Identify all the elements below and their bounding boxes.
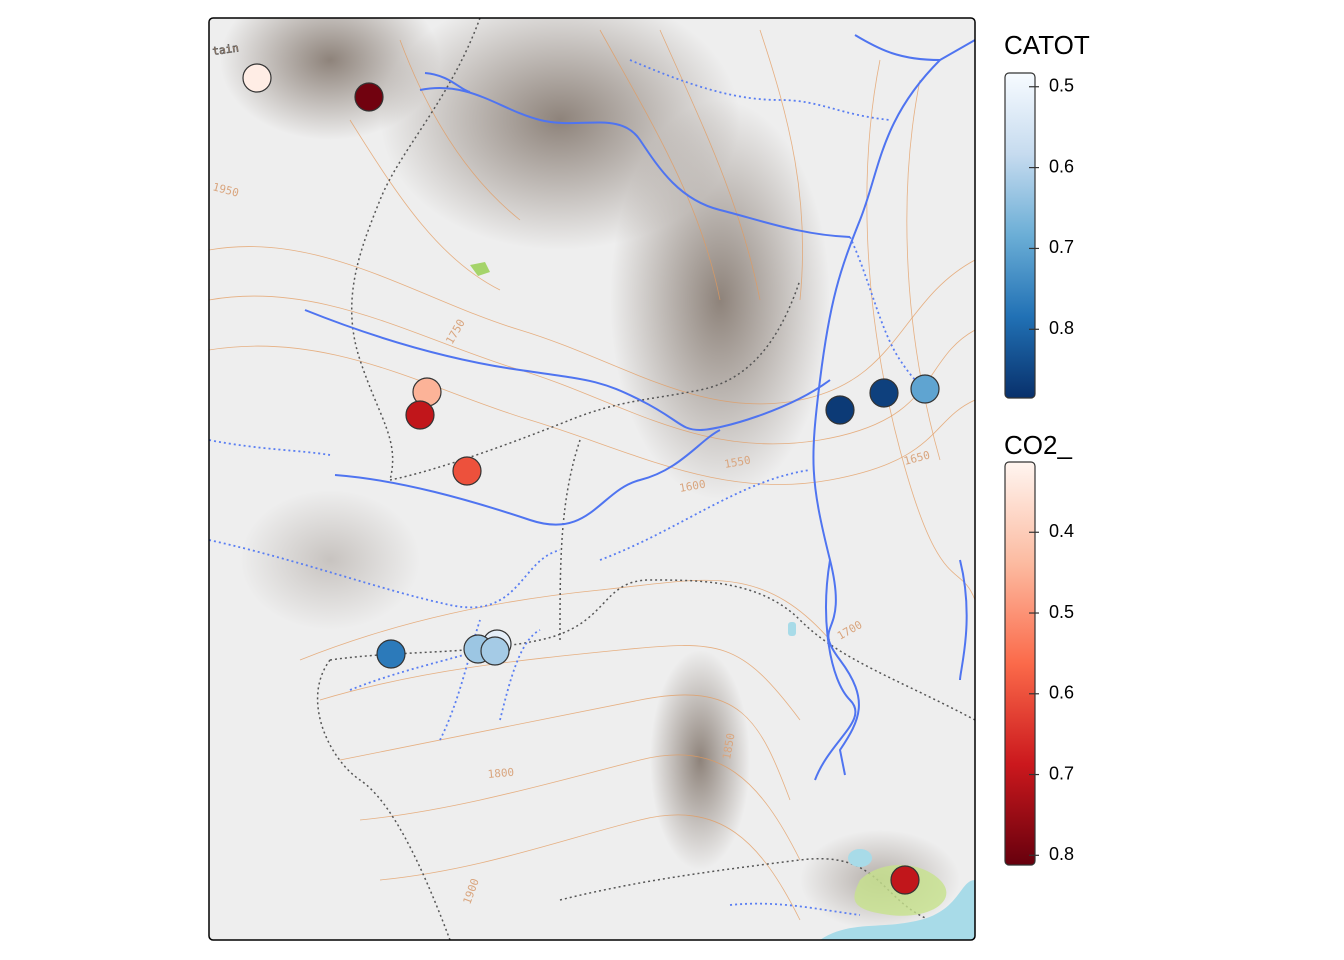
- co2-point: [354, 82, 384, 112]
- contour-label: 1850: [720, 732, 737, 760]
- hillshade: [220, 18, 440, 140]
- colorbar-tick-label: 0.5: [1049, 602, 1074, 622]
- legend-title: CATOT: [1004, 30, 1090, 60]
- lake: [820, 880, 975, 940]
- catot-point: [869, 378, 899, 408]
- colorbar-tick-label: 0.4: [1049, 521, 1074, 541]
- hillshade: [650, 650, 750, 870]
- co2-point: [242, 63, 272, 93]
- pond: [788, 622, 796, 636]
- contour-label: 1550: [723, 454, 751, 471]
- colorbar: [1004, 72, 1036, 399]
- co2-point: [405, 400, 435, 430]
- meadow: [470, 262, 490, 276]
- colorbar-tick-label: 0.5: [1049, 75, 1074, 95]
- contour-label: 1600: [678, 478, 706, 495]
- co2-point: [452, 456, 482, 486]
- place-label: tain: [212, 41, 240, 58]
- co2-point: [890, 865, 920, 895]
- colorbar-tick-label: 0.6: [1049, 683, 1074, 703]
- sample-points: [242, 63, 940, 895]
- colorbar-tick-label: 0.7: [1049, 237, 1074, 257]
- lake: [848, 849, 872, 867]
- catot-point: [480, 636, 510, 666]
- colorbar-tick-label: 0.8: [1049, 844, 1074, 864]
- colorbar-tick-label: 0.8: [1049, 318, 1074, 338]
- map-panel: tain 1750 1950 1600 1550 1650 1850 1800 …: [209, 18, 975, 940]
- catot-point: [376, 639, 406, 669]
- contours: [209, 29, 975, 921]
- catot-point: [825, 395, 855, 425]
- legend-title: CO2_: [1004, 430, 1072, 460]
- contour-label: 1800: [487, 766, 515, 781]
- colorbar: [1004, 461, 1036, 866]
- catot-point: [910, 374, 940, 404]
- hillshade: [240, 490, 420, 630]
- panel-border: [208, 17, 976, 941]
- colorbar-tick-label: 0.7: [1049, 763, 1074, 783]
- colorbar-tick-label: 0.6: [1049, 156, 1074, 176]
- streams: [209, 34, 975, 916]
- legends: CATOT 0.5 0.6 0.7 0.8 CO2_ 0.4 0.5 0.6 0.7 0.8: [1004, 30, 1090, 866]
